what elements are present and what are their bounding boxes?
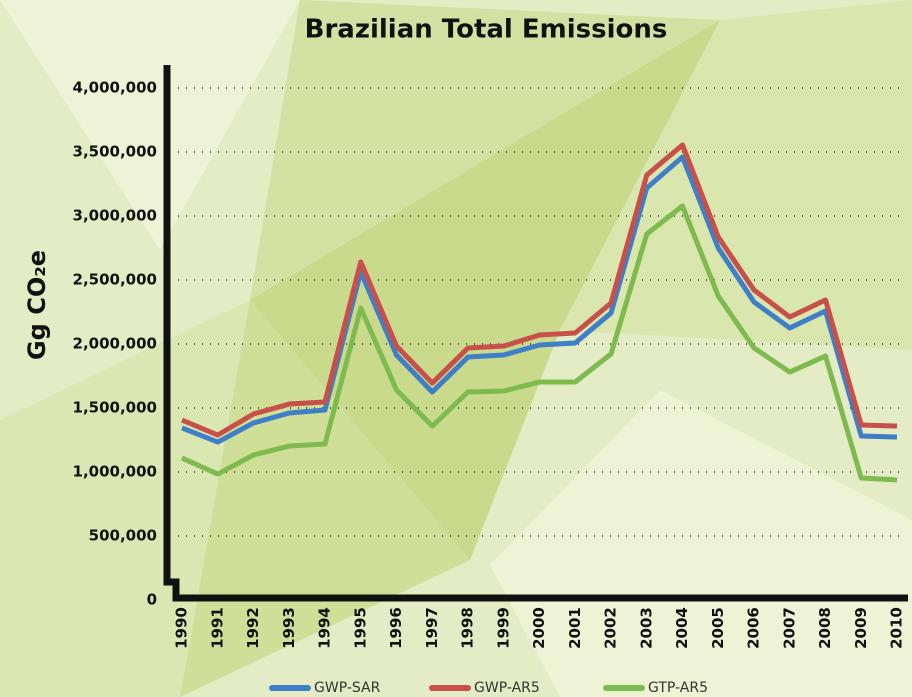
x-tick-label: 1995 [351,607,369,649]
legend-label: GWP-AR5 [474,680,540,696]
y-axis-label: Gg CO₂e [23,250,51,360]
x-tick-label: 1999 [494,607,512,649]
y-tick-label: 0 [147,591,157,609]
line [180,203,898,483]
x-tick-label: 1991 [208,607,226,649]
x-tick-label: 2000 [530,607,548,649]
bg-shape [490,390,912,697]
y-tick-label: 1,500,000 [73,399,157,417]
x-tick-label: 2008 [816,607,834,649]
legend-label: GWP-SAR [314,680,381,696]
x-tick-label: 1998 [459,607,477,649]
y-tick-label: 1,000,000 [73,463,157,481]
x-tick-label: 1996 [387,607,405,649]
legend-label: GTP-AR5 [648,680,708,696]
x-tick-label: 2007 [780,607,798,649]
x-tick-label: 2006 [745,607,763,649]
y-tick-label: 500,000 [89,527,157,545]
chart-title: Brazilian Total Emissions [305,15,668,45]
bg-shape [0,0,300,250]
bg-shape [560,0,912,350]
bg-shape [250,20,720,560]
x-tick-label: 2001 [566,607,584,649]
x-tick-label: 2010 [888,607,906,649]
y-tick-label: 3,000,000 [73,207,157,225]
x-tick-label: 1994 [316,607,334,649]
x-tick-label: 1992 [244,607,262,649]
x-tick-label: 2009 [852,607,870,649]
line [181,154,898,445]
x-tick-label: 2004 [673,607,691,649]
x-tick-label: 2005 [709,607,727,649]
axis [163,65,908,602]
x-tick-label: 1997 [423,607,441,649]
x-tick-label: 2003 [637,607,655,649]
bg-shape [250,0,720,300]
y-tick-label: 3,500,000 [73,143,157,161]
x-tick-label: 1993 [280,607,298,649]
x-tick-label: 1990 [173,607,191,649]
line [181,142,898,438]
x-tick-label: 2002 [602,607,620,649]
y-tick-label: 2,500,000 [73,271,157,289]
y-tick-label: 2,000,000 [73,335,157,353]
y-tick-label: 4,000,000 [73,79,157,97]
